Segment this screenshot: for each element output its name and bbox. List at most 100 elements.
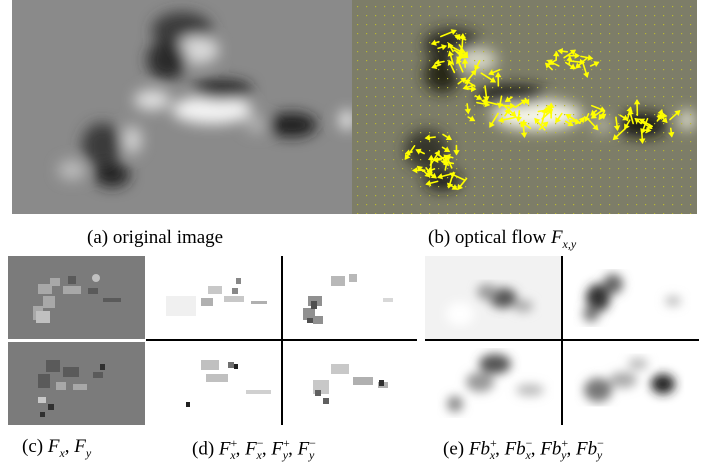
grid-dot — [420, 24, 422, 26]
grid-dot — [501, 123, 503, 125]
grid-dot — [636, 42, 638, 44]
grid-dot — [690, 33, 692, 35]
grid-dot — [393, 195, 395, 197]
grid-dot — [627, 24, 629, 26]
grid-dot — [528, 141, 530, 143]
grid-dot — [645, 15, 647, 17]
grid-dot — [411, 114, 413, 116]
grid-dot — [600, 204, 602, 206]
grid-dot — [483, 123, 485, 125]
grid-dot — [672, 123, 674, 125]
grid-dot — [537, 87, 539, 89]
grid-dot — [546, 87, 548, 89]
grid-dot — [600, 186, 602, 188]
grid-dot — [672, 168, 674, 170]
grid-dot — [528, 159, 530, 161]
flow-arrow-head — [440, 158, 447, 166]
grid-dot — [429, 78, 431, 80]
grid-dot — [690, 150, 692, 152]
grid-dot — [654, 87, 656, 89]
flow-arrow-head — [430, 172, 437, 179]
grid-dot — [645, 51, 647, 53]
flow-grid-dots — [357, 6, 692, 214]
grid-dot — [672, 105, 674, 107]
grid-dot — [384, 213, 386, 214]
grid-dot — [402, 168, 404, 170]
grid-dot — [366, 159, 368, 161]
grid-dot — [420, 141, 422, 143]
grid-dot — [600, 132, 602, 134]
grid-dot — [366, 213, 368, 214]
grid-dot — [393, 141, 395, 143]
grid-dot — [546, 6, 548, 8]
grid-dot — [420, 42, 422, 44]
flow-arrow-head — [587, 54, 594, 61]
grid-dot — [609, 150, 611, 152]
grid-dot — [483, 195, 485, 197]
grid-dot — [636, 87, 638, 89]
grid-dot — [447, 177, 449, 179]
flow-arrow-head — [674, 110, 681, 116]
grid-dot — [537, 123, 539, 125]
grid-dot — [366, 150, 368, 152]
grid-dot — [564, 186, 566, 188]
grid-dot — [447, 204, 449, 206]
grid-dot — [627, 132, 629, 134]
grid-dot — [429, 114, 431, 116]
grid-dot — [510, 123, 512, 125]
flow-arrow-head — [574, 52, 580, 59]
grid-dot — [573, 195, 575, 197]
grid-dot — [591, 60, 593, 62]
grid-dot — [375, 87, 377, 89]
grid-dot — [591, 33, 593, 35]
grid-dot — [492, 177, 494, 179]
grid-dot — [600, 168, 602, 170]
grid-dot — [618, 159, 620, 161]
grid-dot — [618, 105, 620, 107]
grid-dot — [420, 114, 422, 116]
grid-dot — [555, 105, 557, 107]
grid-dot — [645, 114, 647, 116]
flow-arrow-head — [569, 63, 576, 70]
grid-dot — [384, 69, 386, 71]
grid-dot — [375, 177, 377, 179]
grid-dot — [573, 186, 575, 188]
grid-dot — [690, 213, 692, 214]
grid-dot — [690, 141, 692, 143]
grid-dot — [501, 78, 503, 80]
grid-dot — [537, 177, 539, 179]
grid-dot — [357, 159, 359, 161]
grid-dot — [375, 24, 377, 26]
grid-dot — [456, 114, 458, 116]
flow-arrow-head — [646, 123, 653, 129]
grid-dot — [519, 87, 521, 89]
grid-dot — [357, 195, 359, 197]
grid-dot — [357, 105, 359, 107]
grid-dot — [618, 51, 620, 53]
grid-dot — [528, 15, 530, 17]
grid-dot — [591, 51, 593, 53]
grid-dot — [447, 15, 449, 17]
grid-dot — [618, 6, 620, 8]
grid-dot — [384, 177, 386, 179]
grid-dot — [582, 33, 584, 35]
grid-dot — [681, 15, 683, 17]
grid-dot — [411, 168, 413, 170]
grid-dot — [546, 69, 548, 71]
grid-dot — [519, 24, 521, 26]
grid-dot — [447, 6, 449, 8]
grid-dot — [519, 15, 521, 17]
grid-dot — [627, 87, 629, 89]
grid-dot — [447, 60, 449, 62]
grid-dot — [420, 78, 422, 80]
grid-dot — [618, 168, 620, 170]
grid-dot — [681, 123, 683, 125]
grid-dot — [465, 177, 467, 179]
grid-dot — [546, 150, 548, 152]
grid-dot — [564, 87, 566, 89]
grid-dot — [510, 33, 512, 35]
grid-dot — [528, 96, 530, 98]
grid-dot — [492, 15, 494, 17]
grid-dot — [357, 150, 359, 152]
grid-dot — [672, 213, 674, 214]
